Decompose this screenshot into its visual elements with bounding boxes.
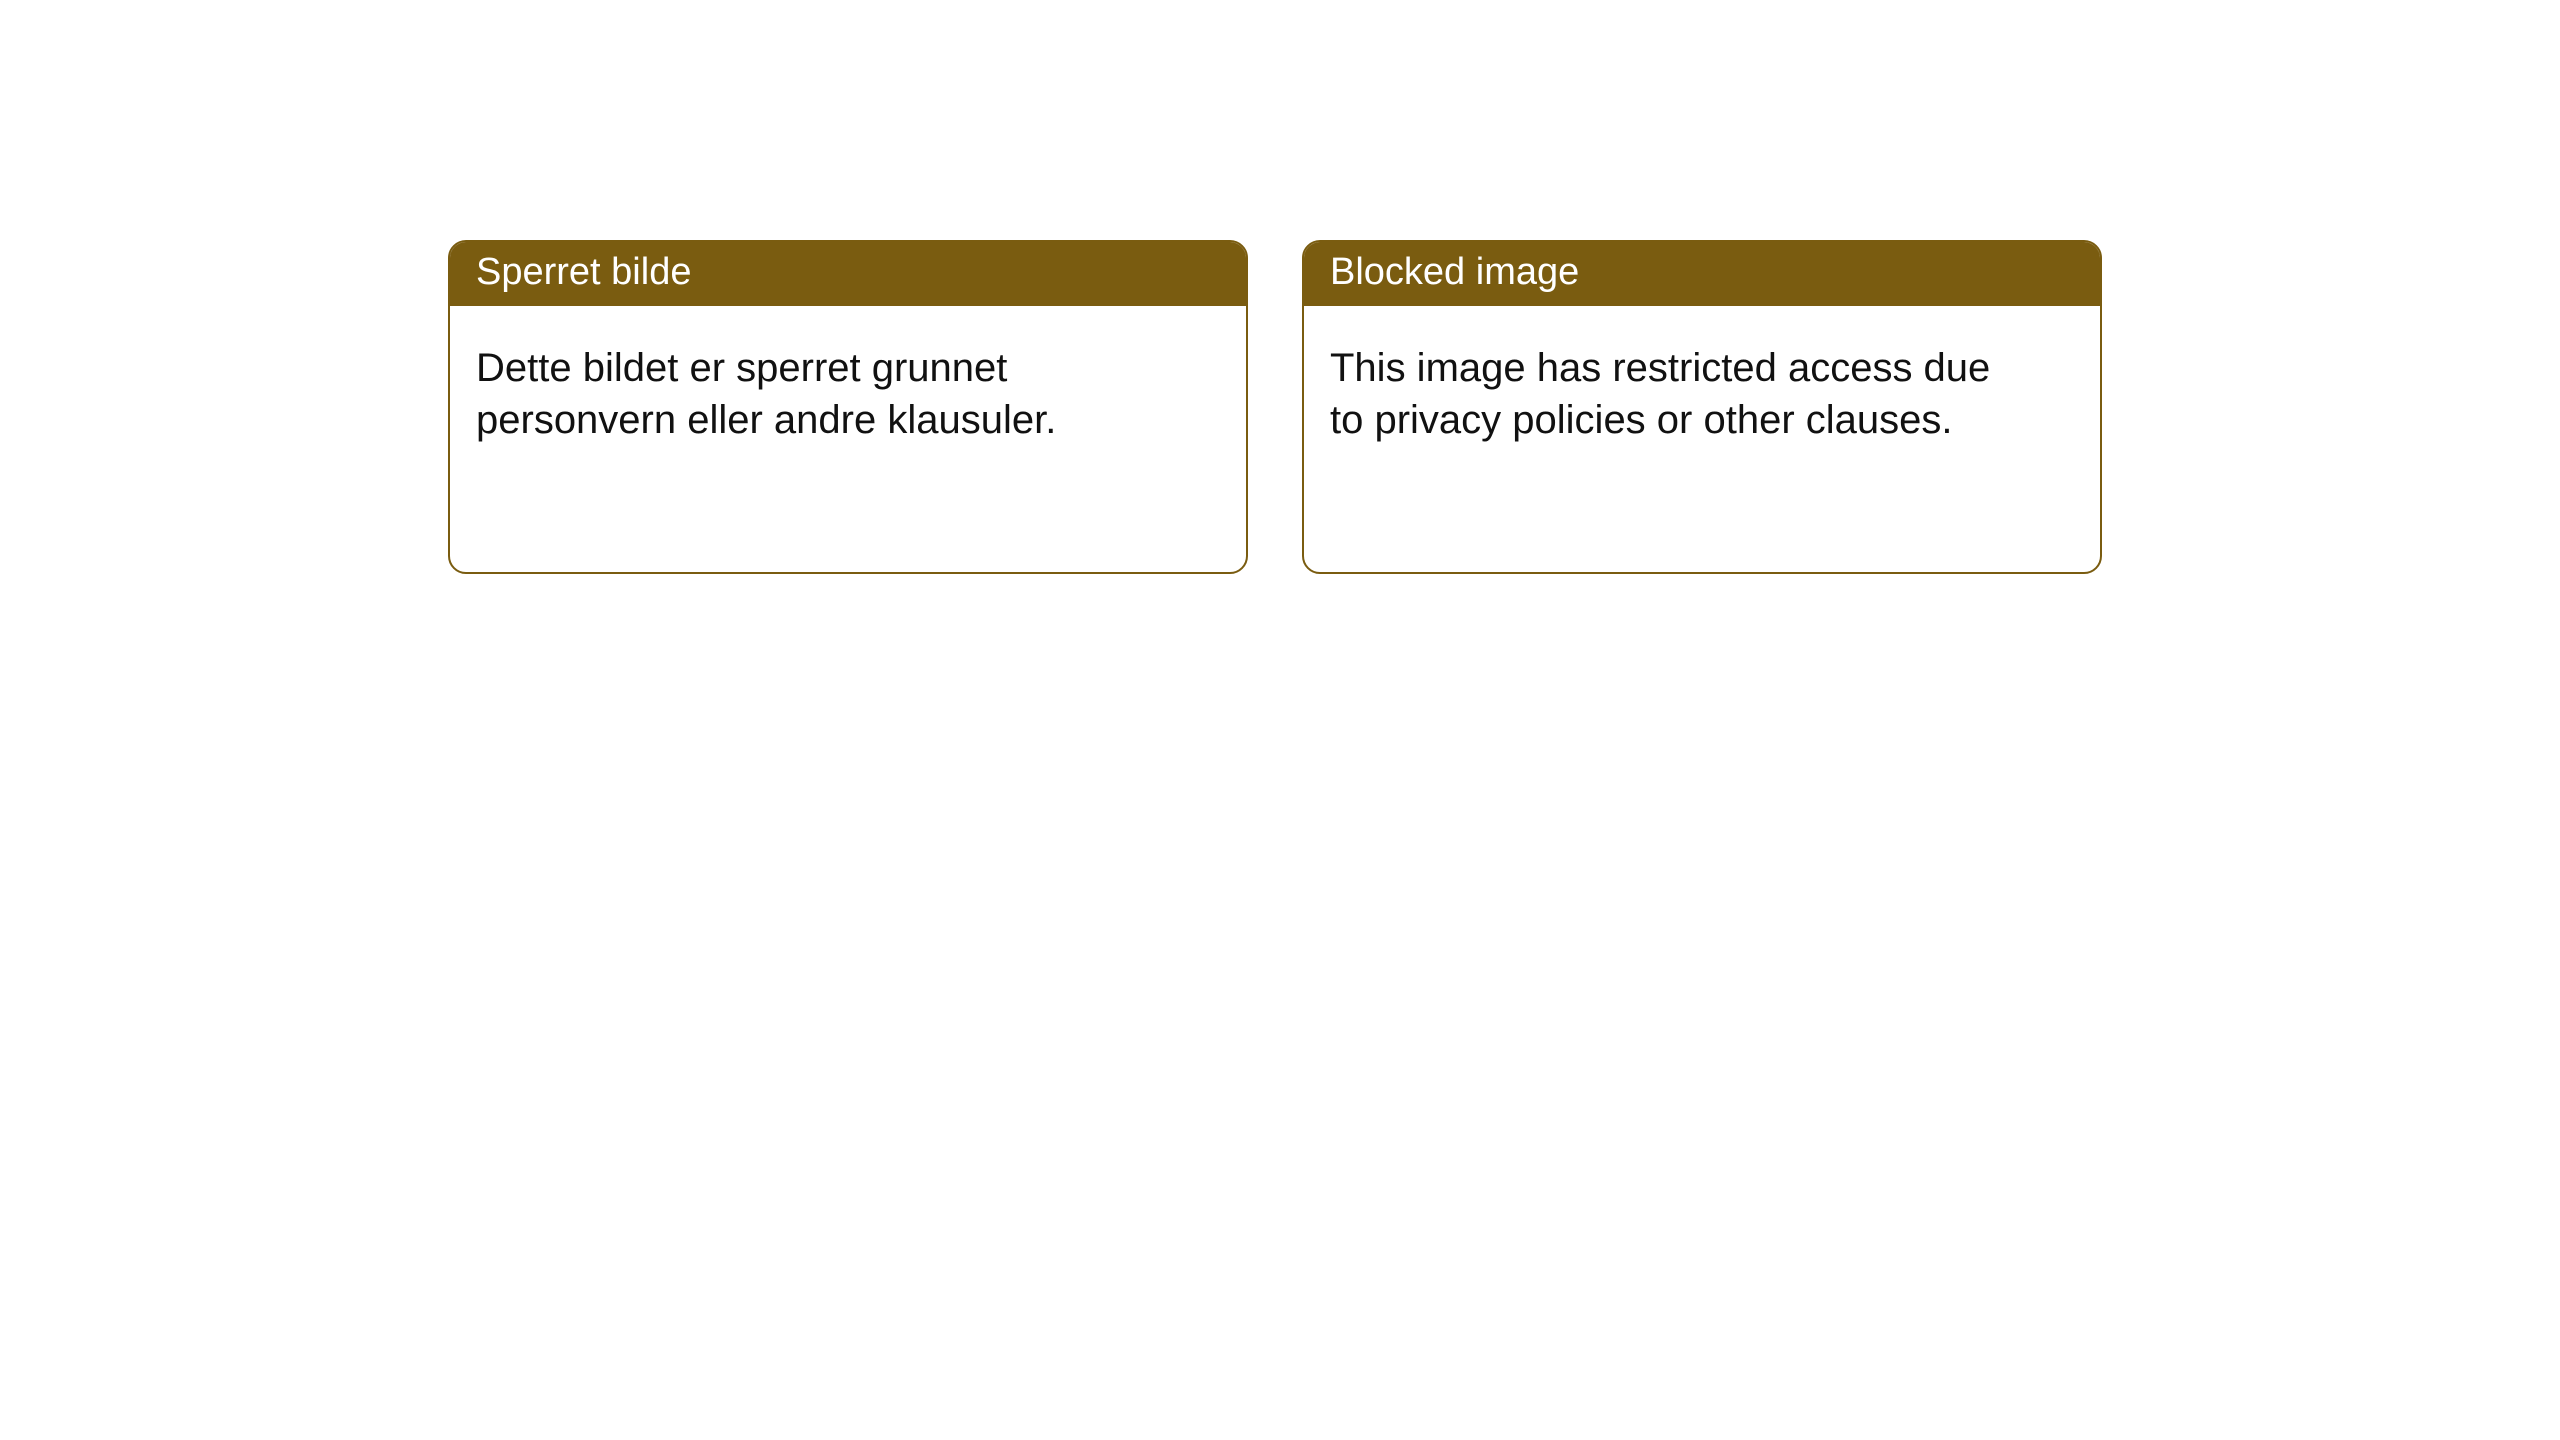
notice-card-english: Blocked image This image has restricted …: [1302, 240, 2102, 574]
notice-body-norwegian: Dette bildet er sperret grunnet personve…: [450, 306, 1170, 466]
notice-card-norwegian: Sperret bilde Dette bildet er sperret gr…: [448, 240, 1248, 574]
notice-header-english: Blocked image: [1304, 242, 2100, 306]
notice-body-english: This image has restricted access due to …: [1304, 306, 2024, 466]
notice-header-norwegian: Sperret bilde: [450, 242, 1246, 306]
notice-container: Sperret bilde Dette bildet er sperret gr…: [0, 0, 2560, 574]
